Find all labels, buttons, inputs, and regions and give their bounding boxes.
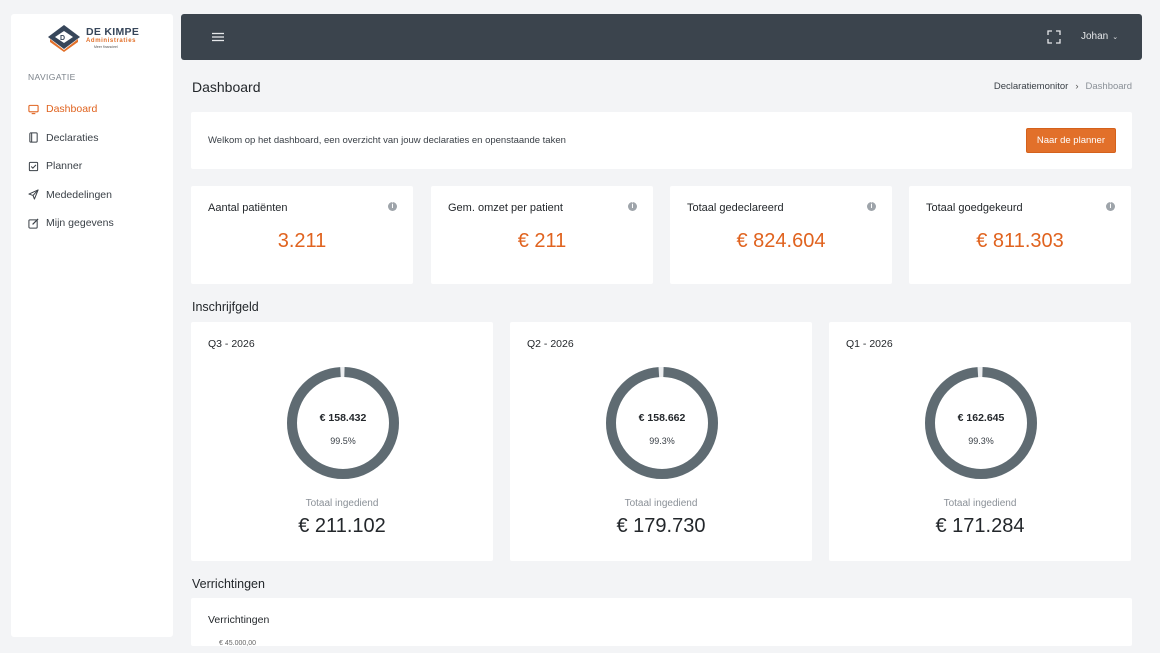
- donut-amount: € 162.645: [957, 412, 1005, 424]
- donut-card-q1: Q1 - 2026 € 162.645 99.3% Totaal ingedie…: [829, 322, 1131, 561]
- hamburger-menu-icon[interactable]: [211, 30, 225, 44]
- breadcrumb-current: Dashboard: [1085, 81, 1132, 92]
- stat-value: € 211: [517, 230, 567, 252]
- quarter-label: Q3 - 2026: [208, 338, 255, 350]
- fullscreen-icon[interactable]: [1047, 30, 1061, 44]
- donut-percent: 99.5%: [330, 436, 356, 446]
- sidebar-item-label: Planner: [46, 160, 83, 173]
- sidebar: D DE KIMPE Administraties Meer financiee…: [11, 14, 173, 637]
- logo-icon: D: [48, 25, 80, 52]
- donut-chart: [287, 367, 399, 479]
- chevron-down-icon: ⌄: [1112, 33, 1119, 41]
- stat-card-omzet: Gem. omzet per patient i € 211: [431, 186, 653, 284]
- welcome-card: Welkom op het dashboard, een overzicht v…: [191, 112, 1132, 169]
- total-value: € 171.284: [935, 515, 1025, 537]
- donut-amount: € 158.432: [319, 412, 367, 424]
- send-icon: [28, 189, 39, 200]
- stat-card-goedgekeurd: Totaal goedgekeurd i € 811.303: [909, 186, 1131, 284]
- monitor-icon: [28, 104, 39, 114]
- donut-center: € 162.645 99.3%: [924, 366, 1038, 480]
- nav-heading: NAVIGATIE: [28, 72, 76, 82]
- brand-logo[interactable]: D DE KIMPE Administraties Meer financiee…: [47, 24, 147, 54]
- sidebar-item-mijn-gegevens[interactable]: Mijn gegevens: [11, 209, 173, 238]
- donut-chart: [925, 367, 1037, 479]
- brand-title: DE KIMPE: [86, 26, 140, 38]
- donut-percent: 99.3%: [968, 436, 994, 446]
- info-icon[interactable]: i: [867, 202, 876, 211]
- svg-text:D: D: [60, 35, 65, 42]
- quarter-label: Q2 - 2026: [527, 338, 574, 350]
- donut-amount: € 158.662: [638, 412, 686, 424]
- info-icon[interactable]: i: [388, 202, 397, 211]
- sidebar-item-label: Declaraties: [46, 131, 99, 144]
- section-title-verrichtingen: Verrichtingen: [192, 577, 265, 591]
- brand-tagline: Meer financieel: [94, 45, 118, 49]
- page-title: Dashboard: [192, 79, 261, 95]
- user-name: Johan: [1081, 31, 1109, 42]
- planner-button[interactable]: Naar de planner: [1025, 128, 1116, 153]
- total-label: Totaal ingediend: [305, 498, 379, 509]
- donut-card-q2: Q2 - 2026 € 158.662 99.3% Totaal ingedie…: [510, 322, 812, 561]
- user-menu[interactable]: Johan ⌄: [1081, 31, 1118, 42]
- info-icon[interactable]: i: [1106, 202, 1115, 211]
- donut-arc: [606, 367, 718, 479]
- sidebar-item-mededelingen[interactable]: Mededelingen: [11, 181, 173, 210]
- stat-card-patienten: Aantal patiënten i 3.211: [191, 186, 413, 284]
- total-value: € 211.102: [298, 515, 386, 537]
- sidebar-nav: Dashboard Declaraties Planner Mededeling…: [11, 95, 173, 238]
- total-value: € 179.730: [616, 515, 706, 537]
- sidebar-item-label: Dashboard: [46, 103, 98, 116]
- verrichtingen-card: Verrichtingen € 45.000,00: [191, 598, 1132, 647]
- quarter-label: Q1 - 2026: [846, 338, 893, 350]
- stat-label: Gem. omzet per patient: [448, 202, 563, 214]
- donut-percent: 99.3%: [649, 436, 675, 446]
- sidebar-item-planner[interactable]: Planner: [11, 152, 173, 181]
- brand-subtitle: Administraties: [86, 38, 137, 44]
- stat-label: Totaal goedgekeurd: [926, 202, 1023, 214]
- donut-center: € 158.432 99.5%: [286, 366, 400, 480]
- stat-label: Aantal patiënten: [208, 202, 288, 214]
- stat-value: € 824.604: [736, 230, 826, 252]
- donut-center: € 158.662 99.3%: [605, 366, 719, 480]
- breadcrumb: Declaratiemonitor › Dashboard: [994, 81, 1132, 92]
- info-icon[interactable]: i: [628, 202, 637, 211]
- axis-tick-label: € 45.000,00: [219, 640, 256, 647]
- total-label: Totaal ingediend: [624, 498, 698, 509]
- sidebar-item-label: Mijn gegevens: [46, 217, 114, 230]
- donut-chart: [606, 367, 718, 479]
- chevron-right-icon: ›: [1075, 81, 1079, 92]
- topbar: Johan ⌄: [181, 14, 1142, 60]
- breadcrumb-link[interactable]: Declaratiemonitor: [993, 81, 1069, 92]
- edit-icon: [28, 218, 39, 229]
- sidebar-item-declaraties[interactable]: Declaraties: [11, 124, 173, 153]
- donut-card-q3: Q3 - 2026 € 158.432 99.5% Totaal ingedie…: [191, 322, 493, 561]
- donut-arc: [925, 367, 1037, 479]
- total-label: Totaal ingediend: [943, 498, 1017, 509]
- sidebar-item-label: Mededelingen: [46, 188, 112, 201]
- sidebar-item-dashboard[interactable]: Dashboard: [11, 95, 173, 124]
- checkbox-icon: [28, 161, 39, 171]
- stat-card-gedeclareerd: Totaal gedeclareerd i € 824.604: [670, 186, 892, 284]
- card-title: Verrichtingen: [208, 614, 270, 626]
- stat-label: Totaal gedeclareerd: [687, 202, 784, 214]
- stat-value: 3.211: [277, 230, 327, 252]
- section-title-inschrijfgeld: Inschrijfgeld: [192, 300, 259, 314]
- stat-value: € 811.303: [976, 230, 1064, 252]
- welcome-text: Welkom op het dashboard, een overzicht v…: [208, 135, 566, 146]
- book-icon: [29, 132, 38, 143]
- donut-arc: [287, 367, 399, 479]
